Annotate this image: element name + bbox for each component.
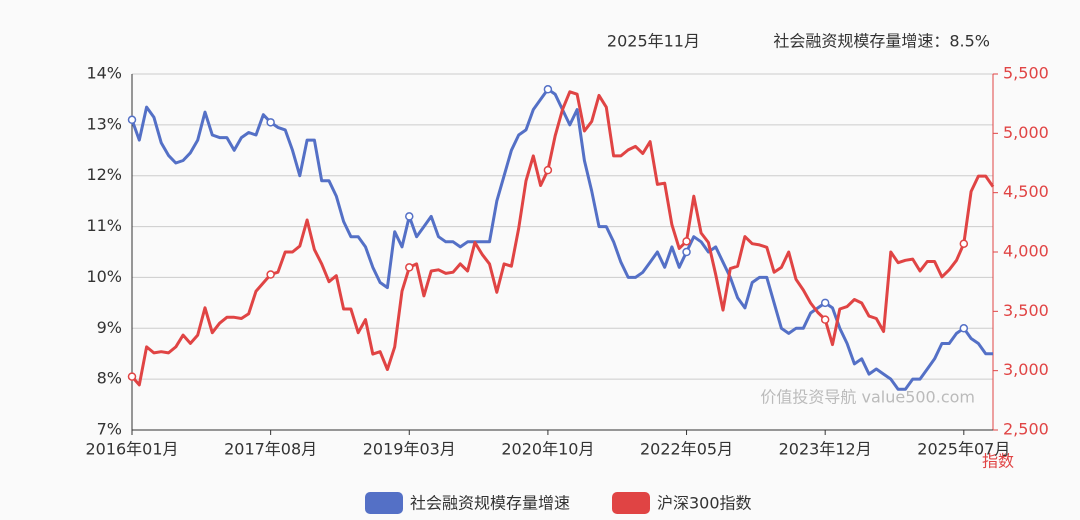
x-tick-label: 2025年07月 xyxy=(917,440,1010,459)
point-marker xyxy=(959,324,969,333)
y-tick-label: 13% xyxy=(86,114,122,133)
y2-tick-label: 2,500 xyxy=(1003,420,1049,439)
x-tick-label: 2022年05月 xyxy=(640,440,733,459)
watermark: 价值投资导航 value500.com xyxy=(760,388,975,407)
y2-tick-label: 3,500 xyxy=(1003,301,1049,320)
series-line xyxy=(130,90,995,387)
legend-label: 沪深300指数 xyxy=(657,494,752,513)
x-tick-label: 2016年01月 xyxy=(85,440,178,459)
point-marker xyxy=(127,372,137,381)
y-tick-label: 11% xyxy=(86,216,122,235)
point-marker xyxy=(682,247,691,257)
point-marker xyxy=(127,115,137,125)
point-marker xyxy=(543,85,553,94)
point-marker xyxy=(959,239,969,248)
y-tick-label: 14% xyxy=(86,64,122,83)
y-tick-label: 9% xyxy=(97,318,122,337)
point-marker xyxy=(266,118,275,127)
y2-tick-label: 5,000 xyxy=(1003,123,1049,142)
y-tick-label: 8% xyxy=(97,369,122,388)
y2-axis-label: 指数 xyxy=(982,452,1014,471)
legend-swatch xyxy=(365,492,403,514)
point-marker xyxy=(405,263,414,272)
point-marker xyxy=(820,298,830,308)
y-tick-label: 12% xyxy=(86,165,122,184)
y2-tick-label: 4,500 xyxy=(1003,182,1049,201)
x-tick-label: 2023年12月 xyxy=(779,440,872,459)
legend-label: 社会融资规模存量增速 xyxy=(410,494,570,513)
point-marker xyxy=(405,212,414,221)
x-tick-label: 2019年03月 xyxy=(363,440,456,459)
y2-tick-label: 4,000 xyxy=(1003,242,1049,261)
y2-tick-label: 5,500 xyxy=(1003,64,1049,83)
header-date: 2025年11月 xyxy=(607,32,700,51)
x-tick-label: 2020年10月 xyxy=(501,440,594,459)
point-marker xyxy=(543,165,553,175)
header-value: 社会融资规模存量增速：8.5% xyxy=(773,32,990,51)
legend-swatch xyxy=(612,492,650,514)
point-marker xyxy=(266,270,275,279)
point-marker xyxy=(682,237,691,246)
series-line xyxy=(130,87,993,391)
y-tick-label: 10% xyxy=(86,267,122,286)
x-tick-label: 2017年08月 xyxy=(224,440,317,459)
y2-tick-label: 3,000 xyxy=(1003,360,1049,379)
y-tick-label: 7% xyxy=(97,420,122,439)
point-marker xyxy=(820,315,830,324)
